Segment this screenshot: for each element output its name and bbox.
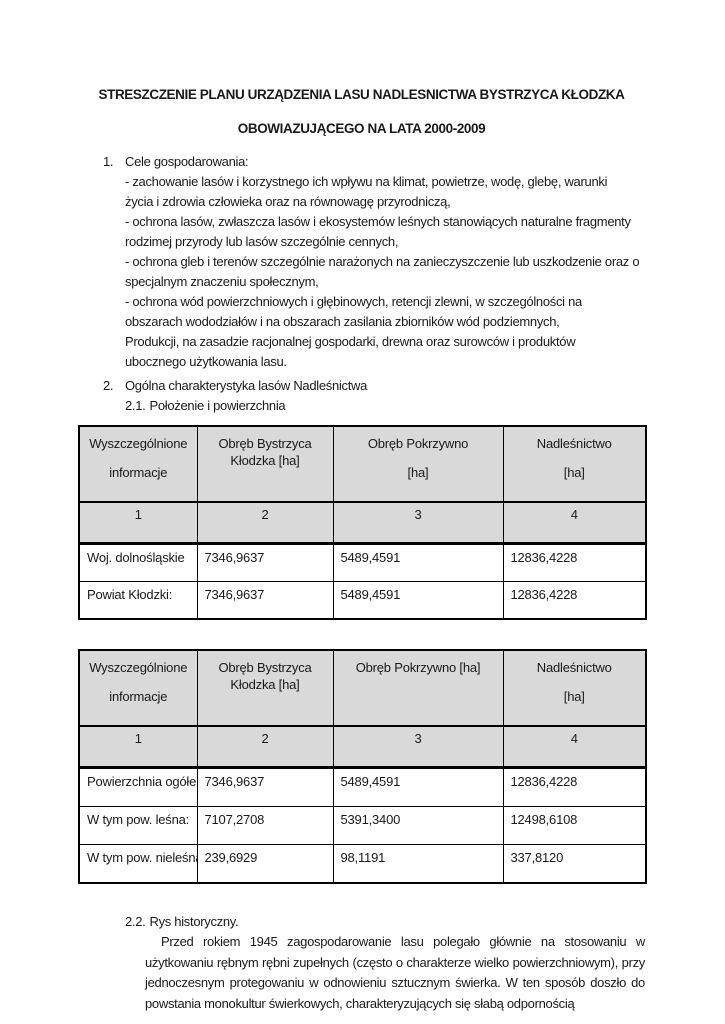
header-line: Kłodzka [ha]: [230, 677, 300, 692]
header-line: Obręb Pokrzywno: [367, 436, 469, 451]
column-number-row: 1 2 3 4: [78, 501, 647, 545]
value-cell: 7346,9637: [196, 543, 334, 582]
value-cell: 98,1191: [332, 844, 504, 884]
value-cell: 337,8120: [502, 844, 647, 884]
table-header-cell: Obręb Bystrzyca Kłodzka [ha]: [196, 649, 334, 727]
column-number-cell: 2: [196, 725, 334, 769]
header-line: Nadleśnictwo: [536, 660, 612, 675]
body-line: - ochrona wód powierzchniowych i głębino…: [125, 294, 582, 309]
header-line: Obręb Pokrzywno [ha]: [355, 660, 481, 675]
table-row: Powiat Kłodzki: 7346,9637 5489,4591 1283…: [78, 581, 647, 620]
subsection-heading: Rys historyczny.: [149, 914, 239, 929]
subsection-heading: Położenie i powierzchnia: [149, 398, 286, 413]
table-header-cell: Obręb Bystrzyca Kłodzka [ha]: [196, 425, 334, 503]
column-number-cell: 1: [78, 725, 198, 769]
header-line: Kłodzka [ha]: [230, 453, 300, 468]
value-cell: 12836,4228: [502, 767, 647, 807]
body-line: Produkcji, na zasadzie racjonalnej gospo…: [125, 334, 576, 349]
history-paragraph: Przed rokiem 1945 zagospodarowanie lasu …: [145, 934, 645, 1011]
header-line: informacje: [109, 465, 168, 480]
table-row: Powierzchnia ogółem: 7346,9637 5489,4591…: [78, 767, 647, 807]
section-heading: Ogólna charakterystyka lasów Nadleśnictw…: [125, 378, 368, 393]
value-cell: 5489,4591: [332, 543, 504, 582]
table-header-cell: Obręb Pokrzywno [ha]: [332, 649, 504, 727]
header-line: informacje: [109, 689, 168, 704]
row-label-cell: Woj. dolnośląskie: [78, 543, 198, 582]
column-number-cell: 4: [502, 725, 647, 769]
section-2-2-heading-line: 2.2. Rys historyczny.: [78, 912, 645, 932]
body-line: - ochrona gleb i terenów szczególnie nar…: [125, 254, 640, 269]
header-line: [ha]: [563, 465, 585, 480]
value-cell: 5489,4591: [332, 581, 504, 620]
body-line: - ochrona lasów, zwłaszcza lasów i ekosy…: [125, 214, 631, 229]
body-line: życia i zdrowia człowieka oraz na równow…: [125, 194, 451, 209]
header-line: Nadleśnictwo: [536, 436, 612, 451]
header-line: Wyszczególnione: [89, 660, 188, 675]
document-subtitle: OBOWIAZUJĄCEGO NA LATA 2000-2009: [237, 121, 486, 136]
header-line: Obręb Bystrzyca: [218, 660, 312, 675]
column-number-cell: 3: [332, 725, 504, 769]
value-cell: 7346,9637: [196, 767, 334, 807]
value-cell: 12498,6108: [502, 806, 647, 845]
section-1-heading-line: 1. Cele gospodarowania:: [78, 152, 645, 172]
value-cell: 12836,4228: [502, 581, 647, 620]
table-row: Woj. dolnośląskie 7346,9637 5489,4591 12…: [78, 543, 647, 582]
subsection-label: 2.1.: [125, 398, 146, 413]
row-label-cell: W tym pow. leśna:: [78, 806, 198, 845]
table-header-cell: Wyszczególnione informacje: [78, 649, 198, 727]
value-cell: 5489,4591: [332, 767, 504, 807]
body-line: ubocznego użytkowania lasu.: [125, 354, 287, 369]
body-line: specjalnym znaczeniu społecznym,: [125, 274, 319, 289]
header-line: Wyszczególnione: [89, 436, 188, 451]
table-header-cell: Nadleśnictwo [ha]: [502, 425, 647, 503]
row-label-cell: Powiat Kłodzki:: [78, 581, 198, 620]
location-table: Wyszczególnione informacje Obręb Bystrzyc…: [78, 425, 647, 620]
row-label-cell: W tym pow. nieleśna:: [78, 844, 198, 884]
column-number-cell: 3: [332, 501, 504, 545]
header-line: Obręb Bystrzyca: [218, 436, 312, 451]
header-line: [ha]: [563, 689, 585, 704]
row-label-cell: Powierzchnia ogółem:: [78, 767, 198, 807]
table-header-cell: Obręb Pokrzywno [ha]: [332, 425, 504, 503]
body-line: obszarach wododziałów i na obszarach zas…: [125, 314, 560, 329]
column-number-cell: 2: [196, 501, 334, 545]
value-cell: 239,6929: [196, 844, 334, 884]
list-number: 2.: [103, 378, 114, 393]
section-heading: Cele gospodarowania:: [125, 154, 249, 169]
table-header-row: Wyszczególnione informacje Obręb Bystrzyc…: [78, 425, 647, 503]
area-table: Wyszczególnione informacje Obręb Bystrzyc…: [78, 649, 647, 884]
body-line: - zachowanie lasów i korzystnego ich wpł…: [125, 174, 608, 189]
subsection-label: 2.2.: [125, 914, 146, 929]
body-line: rodzimej przyrody lub lasów szczególnie …: [125, 234, 399, 249]
table-row: W tym pow. leśna: 7107,2708 5391,3400 12…: [78, 806, 647, 845]
value-cell: 5391,3400: [332, 806, 504, 845]
value-cell: 12836,4228: [502, 543, 647, 582]
section-2-1-heading-line: 2.1. Położenie i powierzchnia: [78, 396, 645, 416]
column-number-cell: 4: [502, 501, 647, 545]
header-line: [ha]: [407, 465, 429, 480]
column-number-cell: 1: [78, 501, 198, 545]
table-header-row: Wyszczególnione informacje Obręb Bystrzyc…: [78, 649, 647, 727]
table-header-cell: Nadleśnictwo [ha]: [502, 649, 647, 727]
value-cell: 7107,2708: [196, 806, 334, 845]
document-content: STRESZCZENIE PLANU URZĄDZENIA LASU NADLE…: [78, 0, 647, 1014]
section-2-heading-line: 2. Ogólna charakterystyka lasów Nadleśni…: [78, 376, 645, 396]
column-number-row: 1 2 3 4: [78, 725, 647, 769]
value-cell: 7346,9637: [196, 581, 334, 620]
table-row: W tym pow. nieleśna: 239,6929 98,1191 33…: [78, 844, 647, 884]
table-header-cell: Wyszczególnione informacje: [78, 425, 198, 503]
document-title: STRESZCZENIE PLANU URZĄDZENIA LASU NADLE…: [98, 87, 625, 102]
list-number: 1.: [103, 154, 114, 169]
